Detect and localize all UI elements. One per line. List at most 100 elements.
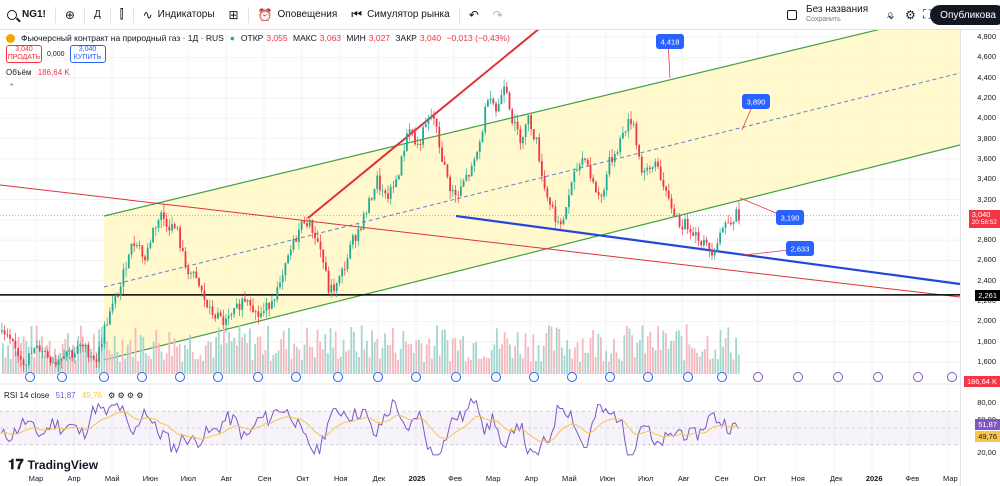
plus-circle-icon: ⊕	[64, 7, 75, 22]
time-axis[interactable]: Мар Апр Май Июн Июл Авг Сен Окт Ноя Дек 2025 Фев Мар…	[0, 474, 960, 486]
volume-bar	[579, 361, 581, 374]
volume-bar	[212, 357, 215, 374]
candle	[433, 115, 435, 119]
compare-button[interactable]: ⊕	[58, 0, 82, 30]
candle	[638, 145, 640, 157]
volume-bar	[563, 355, 566, 374]
volume-bar	[704, 349, 706, 374]
time-tick-label: Май	[562, 474, 577, 483]
event-marker-icon[interactable]	[683, 372, 693, 382]
volume-bar	[2, 343, 4, 374]
undo-button[interactable]: ↶	[462, 0, 486, 30]
candle	[681, 226, 684, 230]
candle	[268, 302, 271, 309]
event-marker-icon[interactable]	[567, 372, 577, 382]
chart-type-button[interactable]: ⫿	[113, 0, 131, 30]
candle	[57, 360, 60, 365]
templates-button[interactable]: ⊞	[222, 0, 246, 30]
candle	[68, 350, 71, 352]
event-marker-icon[interactable]	[373, 372, 383, 382]
settings-button[interactable]: ⚙	[898, 0, 923, 30]
fullscreen-button[interactable]: ⛶	[916, 0, 938, 30]
volume-bar	[678, 330, 680, 374]
annotation-text: 3,190	[781, 214, 800, 223]
price-axis[interactable]: 4,800 4,600 4,400 4,200 4,000 3,800 3,600 3,400…	[960, 30, 1000, 486]
event-marker-icon[interactable]	[605, 372, 615, 382]
candle	[92, 355, 95, 360]
annotation-label[interactable]	[656, 34, 684, 49]
annotation-label[interactable]	[786, 241, 814, 256]
candle	[427, 118, 430, 125]
candle	[659, 166, 662, 181]
descending-trend-line	[0, 184, 960, 298]
annotation-label[interactable]	[742, 94, 770, 109]
interval-button[interactable]: Д	[93, 9, 101, 20]
volume-bar	[189, 334, 191, 374]
volume-bar	[80, 325, 82, 374]
event-marker-icon[interactable]	[137, 372, 147, 382]
candle	[190, 272, 192, 274]
candle	[235, 303, 238, 309]
event-marker-icon[interactable]	[753, 372, 763, 382]
event-marker-icon[interactable]	[717, 372, 727, 382]
undo-icon: ↶	[468, 7, 479, 22]
volume-bar	[394, 352, 397, 374]
candle	[225, 318, 227, 325]
alerts-button[interactable]: ⏰ Оповещения	[251, 0, 345, 30]
rsi-settings-icon[interactable]: ⚙ ⚙ ⚙ ⚙	[108, 391, 144, 400]
volume-bar	[522, 358, 524, 374]
sell-button[interactable]: 3,040 ПРОДАТЬ	[6, 45, 42, 63]
buy-button[interactable]: 3,040 КУПИТЬ	[69, 45, 106, 63]
event-marker-icon[interactable]	[213, 372, 223, 382]
event-marker-icon[interactable]	[291, 372, 301, 382]
volume-bar	[407, 344, 410, 374]
replay-button[interactable]: ⏮ Симулятор рынка	[344, 0, 456, 30]
event-marker-icon[interactable]	[99, 372, 109, 382]
volume-bar	[605, 350, 607, 374]
candle	[408, 129, 411, 134]
candle	[109, 311, 111, 325]
indicators-button[interactable]: ∿ Индикаторы	[136, 0, 222, 30]
publish-button[interactable]: Опубликова	[930, 5, 1000, 25]
event-marker-icon[interactable]	[175, 372, 185, 382]
volume-bar	[540, 361, 542, 374]
event-marker-icon[interactable]	[793, 372, 803, 382]
collapse-legend-button[interactable]: ⌃	[8, 82, 16, 93]
candle	[603, 190, 605, 197]
volume-bar	[516, 332, 519, 374]
candle	[570, 182, 573, 196]
layout-menu[interactable]: Без названия Сохранить ⌄	[780, 0, 903, 30]
candle	[133, 243, 136, 247]
volume-bar	[337, 358, 340, 374]
event-marker-icon[interactable]	[913, 372, 923, 382]
event-marker-icon[interactable]	[411, 372, 421, 382]
candle	[489, 98, 492, 101]
event-marker-icon[interactable]	[643, 372, 653, 382]
event-marker-icon[interactable]	[57, 372, 67, 382]
rsi-legend: RSI 14 close 51,87 49,76 ⚙ ⚙ ⚙ ⚙	[4, 391, 143, 400]
event-marker-icon[interactable]	[491, 372, 501, 382]
tradingview-logo[interactable]: 𝟏𝟕 TradingView	[8, 456, 98, 473]
candle	[627, 119, 630, 132]
event-marker-icon[interactable]	[451, 372, 461, 382]
volume-bar	[665, 333, 667, 374]
event-marker-icon[interactable]	[873, 372, 883, 382]
candle	[14, 340, 17, 349]
event-marker-icon[interactable]	[333, 372, 343, 382]
quick-search-button[interactable]: ⌕	[880, 0, 901, 30]
candle	[36, 345, 38, 349]
event-marker-icon[interactable]	[25, 372, 35, 382]
event-marker-icon[interactable]	[833, 372, 843, 382]
annotation-label[interactable]	[776, 210, 804, 225]
volume-bar	[553, 350, 555, 374]
event-marker-icon[interactable]	[947, 372, 957, 382]
event-marker-icon[interactable]	[529, 372, 539, 382]
candle	[6, 334, 9, 336]
candle	[592, 178, 595, 183]
redo-button[interactable]: ↷	[486, 0, 510, 30]
volume-bar	[662, 330, 665, 374]
price-chart[interactable]: 4,418 3,890 3,190 2,633	[0, 30, 960, 486]
symbol-search[interactable]: NG1!	[0, 0, 53, 30]
candle	[127, 254, 130, 269]
event-marker-icon[interactable]	[253, 372, 263, 382]
